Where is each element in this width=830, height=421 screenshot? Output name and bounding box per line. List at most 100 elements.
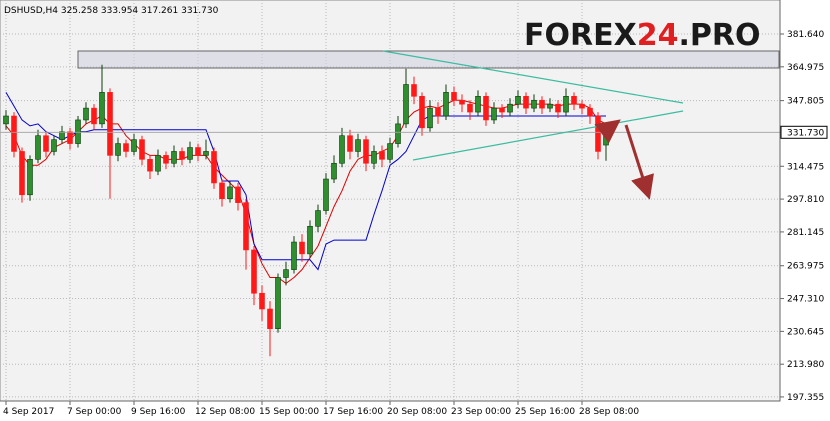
candle-body [139, 139, 145, 160]
candle-body [587, 107, 593, 117]
x-tick-label: 12 Sep 08:00 [195, 407, 255, 417]
logo: FOREX24.PRO [524, 18, 760, 53]
indicator-line [5, 92, 606, 271]
candle-body [403, 84, 409, 125]
y-tick-label: 263.975 [787, 262, 824, 272]
candle-body [235, 186, 241, 203]
candle-body [275, 277, 281, 330]
x-tick-label: 15 Sep 00:00 [259, 407, 319, 417]
candle-body [435, 107, 441, 117]
candle-body [251, 249, 257, 294]
candle-body [179, 151, 185, 160]
last-price-box [780, 125, 828, 139]
candle-body [211, 151, 217, 184]
candle-body [43, 135, 49, 152]
candle-body [531, 99, 537, 109]
candle-body [11, 115, 17, 152]
indicator-line [5, 99, 607, 285]
candle-body [115, 143, 121, 156]
candle-body [427, 107, 433, 129]
candle-body [395, 123, 401, 144]
candle-body [163, 155, 169, 164]
candle-body [259, 292, 265, 310]
resistance-zone [77, 50, 780, 69]
candle-body [443, 92, 449, 117]
candle-body [339, 135, 345, 164]
candle-body [507, 103, 513, 113]
trend-line [412, 110, 684, 161]
y-tick-label: 347.805 [787, 97, 824, 107]
candle-body [547, 103, 553, 109]
candle-body [19, 151, 25, 196]
header: DSHUSD,H4 325.258 333.954 317.261 331.73… [4, 6, 219, 16]
y-tick-label: 381.640 [787, 30, 824, 40]
y-tick-label: 281.145 [787, 228, 824, 238]
candle-body [3, 115, 9, 125]
candle-body [459, 99, 465, 105]
candle-body [355, 139, 361, 152]
x-tick-label: 20 Sep 08:00 [387, 407, 447, 417]
y-tick-label: 247.310 [787, 295, 824, 305]
candle-body [419, 96, 425, 129]
candle-body [35, 135, 41, 160]
y-tick-label: 314.475 [787, 162, 824, 172]
arrow [594, 119, 621, 144]
candle-body [243, 202, 249, 251]
candle-body [315, 210, 321, 227]
x-tick-label: 4 Sep 2017 [3, 407, 54, 417]
y-tick-label: 213.980 [787, 360, 824, 370]
candle-body [67, 131, 73, 144]
candle-body [195, 147, 201, 156]
candle-body [75, 119, 81, 144]
candle-body [107, 92, 113, 156]
candle-body [483, 96, 489, 121]
candle-body [171, 151, 177, 164]
candle-body [371, 151, 377, 164]
marks [0, 64, 780, 357]
y-tick-label: 364.975 [787, 63, 824, 73]
candle-body [379, 151, 385, 160]
candle-body [147, 159, 153, 172]
candle-body [99, 92, 105, 125]
y-tick-label: 297.810 [787, 195, 824, 205]
candle-body [475, 96, 481, 113]
candle-body [603, 131, 609, 146]
logo-part: .PRO [678, 18, 760, 53]
y-tick-label: 230.645 [787, 327, 824, 337]
x-tick-label: 25 Sep 16:00 [515, 407, 575, 417]
candle-body [515, 96, 521, 105]
candle-body [91, 107, 97, 125]
x-tick-label: 17 Sep 16:00 [323, 407, 383, 417]
x-tick-label: 28 Sep 08:00 [579, 407, 639, 417]
arrow [624, 124, 654, 200]
logo-part: 24 [637, 18, 679, 53]
candle-body [267, 308, 273, 330]
x-tick-label: 7 Sep 00:00 [67, 407, 122, 417]
candle-body [571, 96, 577, 105]
candle-body [595, 115, 601, 152]
candle-body [411, 84, 417, 97]
candle-body [555, 103, 561, 113]
candle-body [347, 135, 353, 152]
trend-line [382, 50, 684, 104]
logo-part: FOREX [524, 18, 637, 53]
candle-body [499, 107, 505, 113]
candle-body [291, 241, 297, 270]
candle-body [523, 96, 529, 109]
candle-body [187, 147, 193, 160]
x-tick-label: 23 Sep 00:00 [451, 407, 511, 417]
candle-body [27, 159, 33, 196]
candle-body [563, 96, 569, 113]
candle-body [203, 151, 209, 156]
candle-body [387, 143, 393, 160]
candle-body [51, 139, 57, 152]
candle-body [219, 182, 225, 200]
candle-body [59, 131, 65, 140]
candle-body [155, 155, 161, 172]
y-tick-label: 197.355 [787, 393, 824, 403]
candle-body [331, 162, 337, 180]
candle-body [467, 103, 473, 113]
candle-body [83, 107, 89, 121]
